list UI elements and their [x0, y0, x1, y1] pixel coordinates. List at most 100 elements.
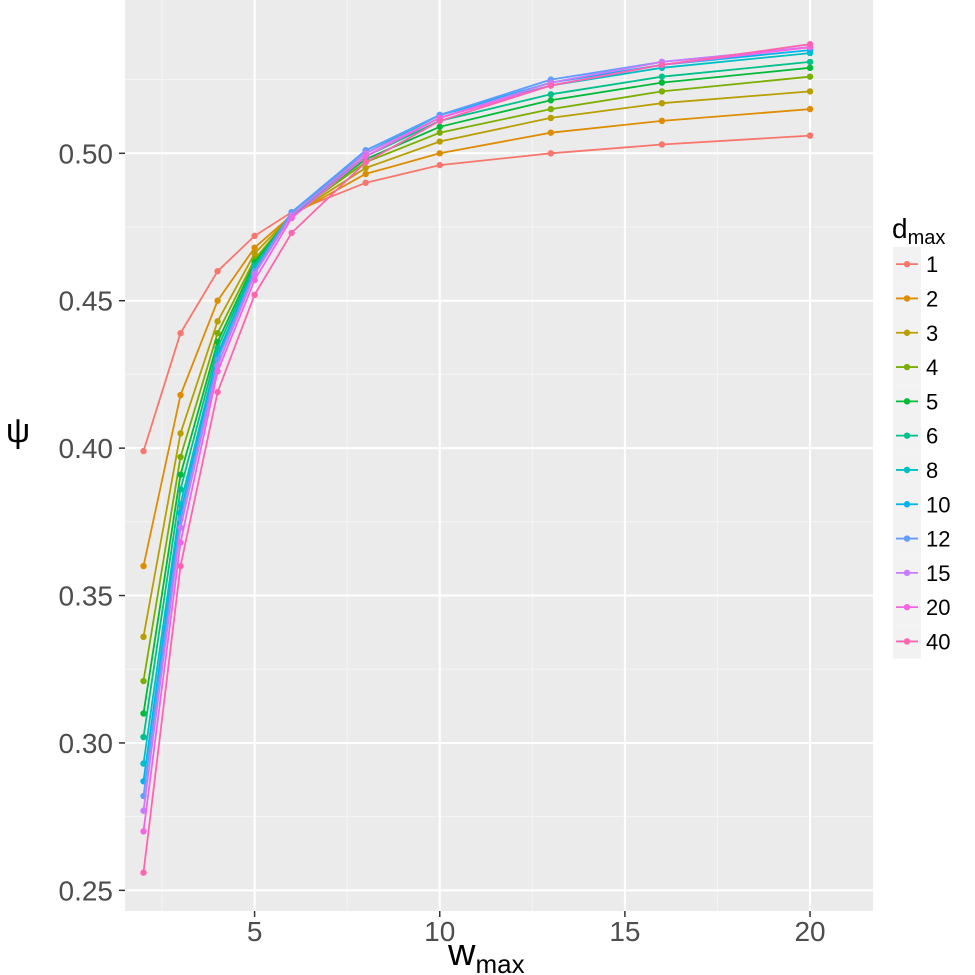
- data-point: [214, 368, 221, 375]
- legend-item-3: 3: [893, 315, 938, 350]
- y-tick-label: 0.50: [59, 138, 114, 169]
- data-point: [177, 453, 184, 461]
- legend-key-point: [903, 295, 911, 302]
- legend-key-point: [903, 603, 911, 611]
- series-line: [142, 75, 811, 682]
- legend-item-20: 20: [893, 590, 950, 625]
- data-point: [251, 244, 258, 251]
- y-axis-title: ψ: [6, 412, 30, 450]
- grid-minor: [125, 0, 873, 911]
- y-tick-label: 0.35: [59, 581, 114, 612]
- data-point: [140, 710, 147, 717]
- data-point: [806, 64, 814, 72]
- series-layer: [140, 41, 814, 876]
- data-point: [806, 41, 814, 48]
- data-point: [177, 329, 184, 337]
- y-axis: 0.25 0.30 0.35 0.40 0.45 0.50: [59, 138, 125, 906]
- legend-label: 40: [926, 629, 950, 654]
- data-point: [177, 562, 184, 570]
- data-point: [288, 229, 295, 237]
- legend-key-point: [903, 260, 911, 268]
- data-point: [214, 318, 221, 325]
- legend-key-point: [903, 535, 911, 542]
- data-point: [436, 161, 443, 169]
- data-point: [658, 79, 666, 86]
- data-point: [806, 132, 814, 139]
- x-tick-label: 20: [794, 916, 825, 947]
- data-point: [140, 828, 147, 835]
- data-point: [658, 141, 666, 148]
- series-line: [142, 108, 811, 567]
- series-40: [140, 41, 814, 876]
- data-point: [658, 73, 666, 80]
- x-axis-title: wmax: [447, 932, 525, 975]
- legend-key-point: [903, 363, 911, 371]
- data-point: [547, 82, 555, 89]
- legend-label: 15: [926, 561, 950, 586]
- data-point: [177, 539, 184, 546]
- data-point: [140, 562, 147, 570]
- legend-title-sub: max: [908, 227, 946, 249]
- data-point: [547, 114, 555, 122]
- data-point: [806, 73, 814, 80]
- legend-label: 2: [926, 286, 938, 311]
- data-point: [214, 297, 221, 304]
- data-point: [362, 153, 369, 160]
- series-line: [142, 43, 811, 873]
- data-point: [140, 677, 147, 685]
- y-tick-label: 0.25: [59, 875, 114, 906]
- data-point: [177, 471, 184, 478]
- data-point: [658, 88, 666, 95]
- series-line: [142, 90, 811, 637]
- legend-label: 5: [926, 389, 938, 414]
- legend-item-5: 5: [893, 384, 938, 419]
- data-point: [140, 447, 147, 455]
- x-axis: 5 10 15 20: [247, 911, 826, 947]
- data-point: [140, 869, 147, 876]
- y-tick-label: 0.40: [59, 433, 114, 464]
- data-point: [214, 388, 221, 396]
- data-point: [547, 105, 555, 113]
- series-line: [142, 46, 811, 797]
- legend-label: 20: [926, 595, 950, 620]
- data-point: [362, 179, 369, 186]
- x-tick-label: 15: [609, 916, 640, 947]
- series-line: [142, 52, 811, 764]
- data-point: [658, 99, 666, 107]
- data-point: [806, 88, 814, 95]
- legend-label: 8: [926, 458, 938, 483]
- data-point: [436, 117, 443, 125]
- data-point: [251, 250, 258, 257]
- y-tick-label: 0.45: [59, 286, 114, 317]
- legend-item-8: 8: [893, 452, 938, 488]
- data-point: [251, 291, 258, 299]
- x-axis-title-sub: max: [475, 949, 524, 975]
- y-tick-label: 0.30: [59, 728, 114, 759]
- panel-background: [125, 0, 873, 911]
- legend-item-6: 6: [893, 418, 938, 453]
- legend-title: dmax: [892, 213, 945, 249]
- data-point: [177, 486, 184, 493]
- data-point: [436, 129, 443, 136]
- legend-item-4: 4: [893, 349, 938, 385]
- legend-item-1: 1: [893, 247, 938, 282]
- data-point: [177, 391, 184, 399]
- x-tick-label: 5: [247, 916, 263, 947]
- legend-label: 6: [926, 424, 938, 449]
- series-line: [142, 61, 811, 738]
- data-point: [436, 150, 443, 157]
- legend-item-10: 10: [893, 487, 950, 522]
- x-axis-title-main: w: [447, 932, 476, 974]
- data-point: [362, 170, 369, 178]
- data-point: [547, 150, 555, 157]
- legend-item-40: 40: [893, 624, 950, 659]
- data-point: [362, 164, 369, 172]
- legend-key-point: [903, 569, 911, 577]
- data-point: [362, 158, 369, 166]
- legend-label: 3: [926, 321, 938, 346]
- svg-text:wmax: wmax: [447, 932, 525, 975]
- data-point: [547, 129, 555, 136]
- data-point: [140, 633, 147, 641]
- legend-title-main: d: [892, 213, 908, 244]
